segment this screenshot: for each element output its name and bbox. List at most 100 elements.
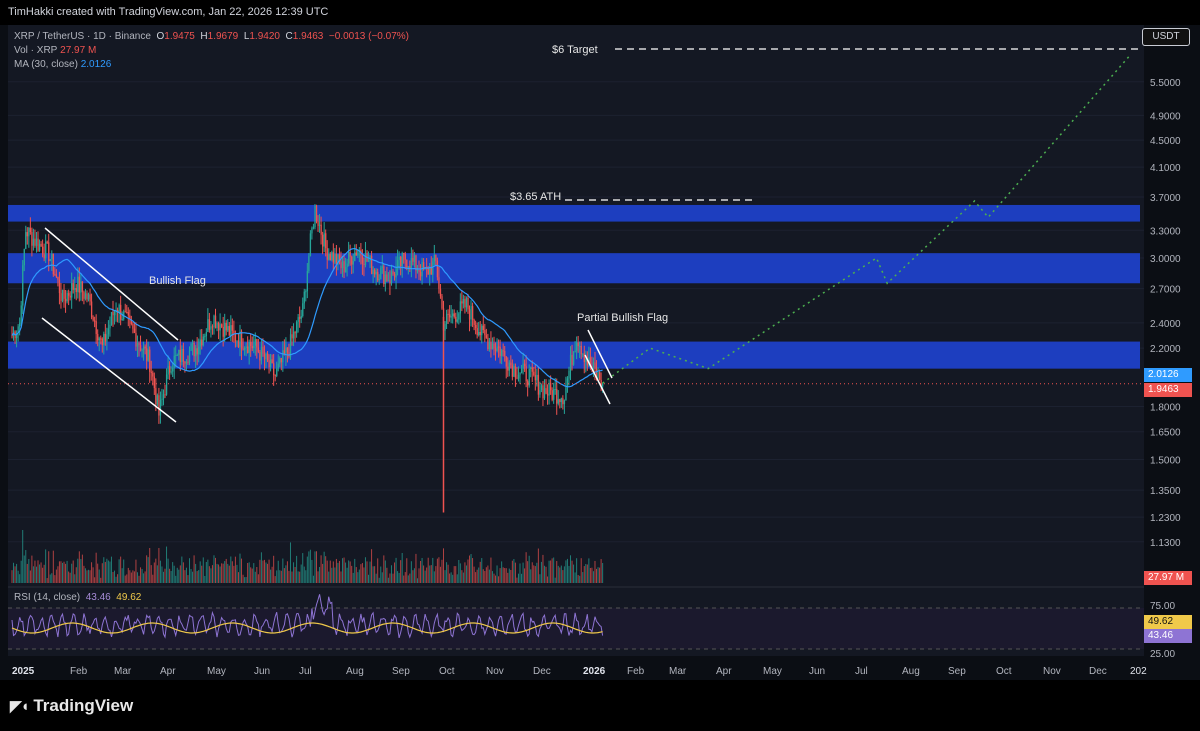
partial-flag-label[interactable]: Partial Bullish Flag bbox=[577, 312, 669, 324]
candle-body bbox=[219, 324, 221, 331]
candle-body bbox=[236, 340, 238, 342]
volume-bar bbox=[218, 564, 220, 583]
high-value: 1.9679 bbox=[207, 31, 239, 42]
volume-bar bbox=[179, 565, 181, 583]
candle-body bbox=[456, 319, 458, 322]
candle-body bbox=[210, 326, 212, 330]
volume-bar bbox=[66, 560, 68, 583]
price-tick-label: 1.2300 bbox=[1150, 513, 1181, 524]
candle-body bbox=[580, 346, 582, 355]
symbol-name[interactable]: XRP / TetherUS · 1D · Binance bbox=[14, 31, 151, 42]
candle-body bbox=[484, 330, 486, 336]
candle-body bbox=[412, 257, 414, 262]
candle-body bbox=[357, 250, 359, 256]
volume-bar bbox=[449, 573, 451, 583]
candle-body bbox=[161, 398, 163, 400]
target-label[interactable]: $6 Target bbox=[552, 44, 598, 56]
volume-bar bbox=[305, 570, 307, 583]
volume-bar bbox=[426, 567, 428, 583]
volume-bar bbox=[129, 570, 131, 583]
candle-body bbox=[496, 346, 498, 352]
candle-body bbox=[384, 274, 387, 285]
candle-body bbox=[155, 388, 157, 405]
volume-bar bbox=[481, 558, 483, 583]
volume-bar bbox=[106, 558, 108, 583]
volume-bar bbox=[374, 566, 376, 583]
candle-body bbox=[25, 232, 27, 249]
candle-body bbox=[557, 399, 559, 404]
candle-body bbox=[569, 354, 572, 371]
volume-bar bbox=[248, 562, 250, 583]
volume-bar bbox=[442, 548, 444, 583]
candle-body bbox=[576, 342, 578, 351]
volume-bar bbox=[342, 558, 344, 583]
volume-bar bbox=[138, 575, 140, 583]
volume-bar bbox=[384, 560, 386, 583]
bullish-flag-label[interactable]: Bullish Flag bbox=[149, 275, 206, 287]
volume-bar bbox=[467, 559, 469, 583]
price-axis[interactable] bbox=[1144, 25, 1200, 656]
volume-bar bbox=[358, 569, 360, 583]
candle-body bbox=[433, 255, 436, 262]
volume-bar bbox=[52, 550, 54, 583]
volume-bar bbox=[19, 574, 21, 583]
volume-bar bbox=[176, 567, 178, 583]
candle-body bbox=[507, 366, 509, 371]
tradingview-logo[interactable]: ◤◖ TradingView bbox=[10, 696, 133, 716]
candle-body bbox=[299, 317, 301, 319]
volume-bar bbox=[254, 571, 256, 583]
volume-bar bbox=[583, 566, 585, 583]
volume-bar bbox=[412, 570, 414, 583]
candle-body bbox=[309, 233, 312, 257]
candle-body bbox=[158, 395, 160, 416]
candle-body bbox=[488, 341, 491, 350]
price-tick-label: 2.2000 bbox=[1150, 344, 1181, 355]
volume-bar bbox=[432, 557, 434, 583]
volume-bar bbox=[97, 563, 99, 583]
candle-body bbox=[470, 306, 472, 320]
volume-bar bbox=[13, 562, 15, 583]
candle-body bbox=[404, 253, 406, 260]
volume-bar bbox=[280, 570, 282, 583]
candle-body bbox=[453, 313, 455, 317]
volume-bar bbox=[268, 559, 270, 583]
price-tick-label: 1.3500 bbox=[1150, 486, 1181, 497]
candle-body bbox=[136, 343, 139, 347]
volume-bar bbox=[262, 560, 264, 583]
volume-bar bbox=[436, 558, 438, 583]
volume-bar bbox=[274, 576, 276, 583]
volume-bar bbox=[444, 570, 446, 583]
candle-body bbox=[247, 346, 249, 353]
volume-bar bbox=[247, 562, 249, 583]
candle-body bbox=[100, 338, 102, 340]
volume-bar bbox=[487, 565, 489, 583]
candle-body bbox=[364, 253, 367, 266]
candle-body bbox=[190, 343, 192, 351]
volume-bar bbox=[277, 560, 279, 583]
candle-body bbox=[187, 361, 189, 363]
candle-body bbox=[141, 349, 143, 351]
ath-label[interactable]: $3.65 ATH bbox=[510, 191, 562, 203]
rsi-tick-label: 25.00 bbox=[1150, 649, 1175, 660]
candle-body bbox=[188, 350, 191, 363]
volume-bar bbox=[132, 570, 134, 583]
candle-body bbox=[459, 301, 462, 314]
volume-bar bbox=[83, 565, 85, 583]
ma-value: 2.0126 bbox=[80, 59, 112, 70]
volume-bar bbox=[306, 556, 308, 583]
candle-body bbox=[306, 271, 309, 292]
volume-bar bbox=[472, 558, 474, 583]
candle-body bbox=[72, 283, 74, 290]
candle-body bbox=[315, 205, 318, 222]
close-value: 1.9463 bbox=[292, 31, 324, 42]
candle-body bbox=[305, 291, 307, 293]
candle-body bbox=[508, 362, 510, 371]
volume-bar bbox=[545, 566, 547, 583]
volume-bar bbox=[433, 571, 435, 583]
volume-bar bbox=[366, 561, 368, 583]
candle-body bbox=[89, 294, 91, 302]
volume-bar bbox=[167, 558, 169, 583]
candle-body bbox=[266, 353, 269, 361]
volume-bar bbox=[507, 572, 509, 583]
currency-button[interactable]: USDT bbox=[1142, 28, 1190, 46]
